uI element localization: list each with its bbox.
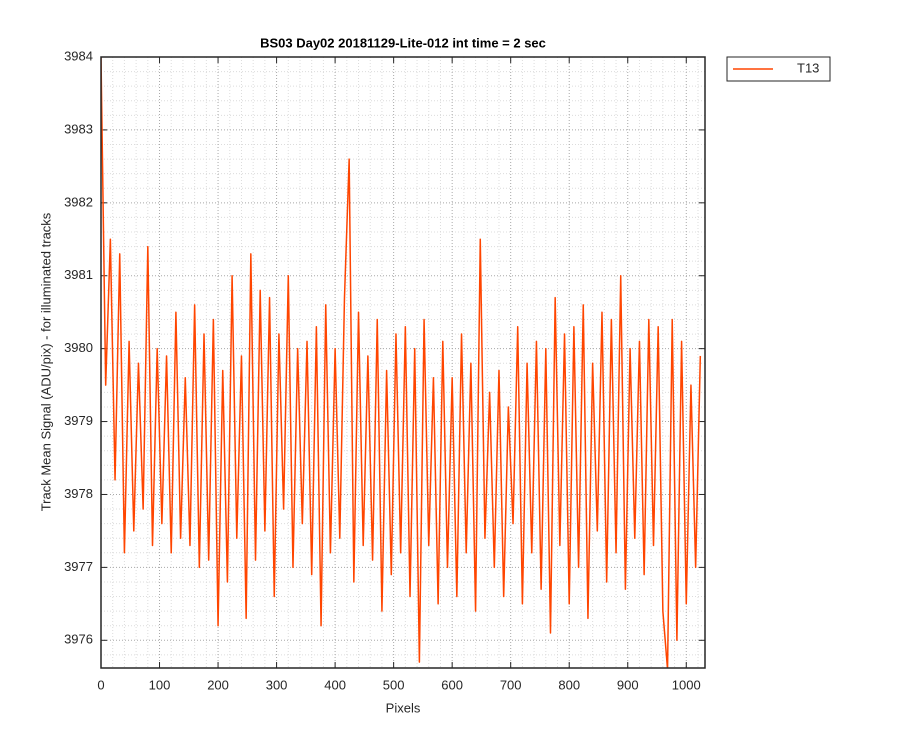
y-axis-label: Track Mean Signal (ADU/pix) - for illumi… (38, 212, 53, 511)
y-tick-label: 3978 (64, 486, 93, 501)
x-tick-label: 800 (558, 677, 580, 692)
axes-box (100, 56, 706, 669)
x-tick-label: 0 (97, 677, 104, 692)
x-tick-label: 200 (207, 677, 229, 692)
x-tick-label: 100 (149, 677, 171, 692)
x-axis-label: Pixels (386, 700, 421, 715)
y-tick-label: 3982 (64, 194, 93, 209)
legend-label: T13 (797, 60, 819, 75)
x-tick-label: 900 (617, 677, 639, 692)
x-tick-label: 700 (500, 677, 522, 692)
x-tick-label: 300 (266, 677, 288, 692)
y-tick-label: 3980 (64, 340, 93, 355)
y-tick-label: 3979 (64, 413, 93, 428)
y-tick-label: 3981 (64, 267, 93, 282)
plot-area (101, 57, 705, 668)
y-tick-label: 3976 (64, 632, 93, 647)
data-line (101, 57, 702, 668)
y-tick-label: 3977 (64, 559, 93, 574)
y-tick-label: 3984 (64, 48, 93, 63)
x-tick-label: 600 (441, 677, 463, 692)
y-tick-label: 3983 (64, 121, 93, 136)
x-tick-label: 1000 (672, 677, 701, 692)
chart-title: BS03 Day02 20181129-Lite-012 int time = … (260, 35, 546, 50)
x-tick-label: 500 (383, 677, 405, 692)
x-tick-label: 400 (324, 677, 346, 692)
